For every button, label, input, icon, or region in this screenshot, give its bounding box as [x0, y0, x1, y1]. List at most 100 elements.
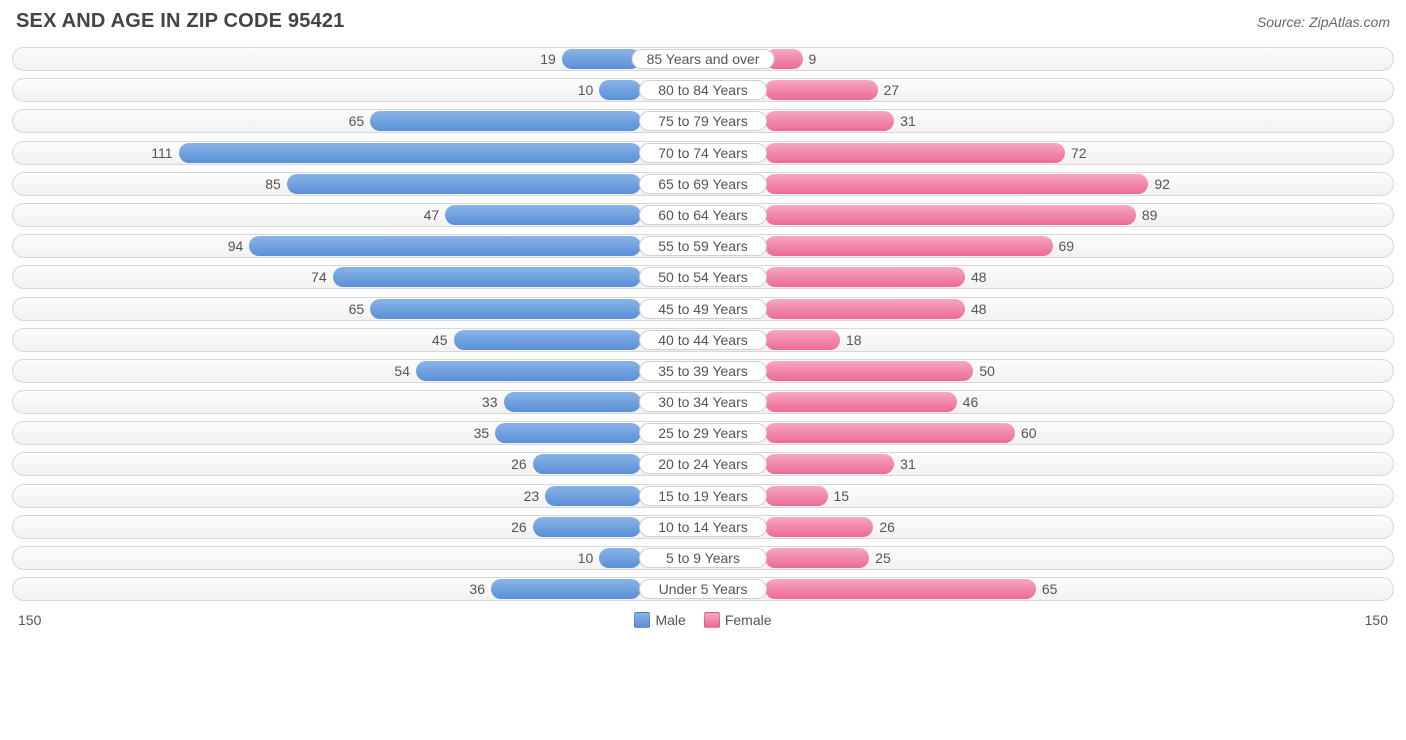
- female-bar: [765, 361, 973, 381]
- chart-row: 36 65 Under 5 Years: [12, 577, 1394, 601]
- male-value-label: 111: [145, 145, 178, 161]
- chart-row: 654845 to 49 Years: [12, 297, 1394, 321]
- male-half: 10: [16, 548, 641, 568]
- male-value-label: 23: [518, 488, 546, 504]
- legend-item-male: Male: [634, 612, 685, 628]
- category-pill: 30 to 34 Years: [639, 392, 767, 412]
- female-value-label: 15: [828, 488, 856, 504]
- male-value-label: 26: [505, 519, 533, 535]
- female-value-label: 89: [1136, 207, 1164, 223]
- female-half: 31: [765, 111, 1390, 131]
- female-bar: [765, 267, 965, 287]
- chart-row: 23 15 15 to 19 Years: [12, 484, 1394, 508]
- male-bar: [533, 454, 641, 474]
- male-bar: [179, 143, 642, 163]
- chart-rows: 19985 Years and over 10 27 80 to 84 Years 65…: [12, 47, 1394, 601]
- category-pill: 75 to 79 Years: [639, 111, 767, 131]
- chart-row: 859265 to 69 Years: [12, 172, 1394, 196]
- female-value-label: 31: [894, 456, 922, 472]
- male-bar: [599, 80, 641, 100]
- male-value-label: 45: [426, 332, 454, 348]
- female-bar: [765, 454, 894, 474]
- male-bar: [491, 579, 641, 599]
- male-half: 26: [16, 517, 641, 537]
- female-value-label: 31: [894, 113, 922, 129]
- male-value-label: 94: [222, 238, 250, 254]
- female-half: 69: [765, 236, 1390, 256]
- female-value-label: 26: [873, 519, 901, 535]
- female-half: 48: [765, 267, 1390, 287]
- male-value-label: 10: [572, 550, 600, 566]
- male-value-label: 36: [463, 581, 491, 597]
- female-half: 48: [765, 299, 1390, 319]
- male-value-label: 26: [505, 456, 533, 472]
- chart-row: 45 18 40 to 44 Years: [12, 328, 1394, 352]
- male-value-label: 65: [343, 301, 371, 317]
- female-value-label: 65: [1036, 581, 1064, 597]
- female-value-label: 50: [973, 363, 1001, 379]
- male-bar: [504, 392, 642, 412]
- male-value-label: 65: [343, 113, 371, 129]
- female-bar: [765, 517, 873, 537]
- male-bar: [495, 423, 641, 443]
- category-pill: 25 to 29 Years: [639, 423, 767, 443]
- female-half: 27: [765, 80, 1390, 100]
- female-value-label: 25: [869, 550, 897, 566]
- category-pill: 50 to 54 Years: [639, 267, 767, 287]
- male-half: 36: [16, 579, 641, 599]
- male-bar: [562, 49, 641, 69]
- male-value-label: 47: [418, 207, 446, 223]
- female-value-label: 60: [1015, 425, 1043, 441]
- category-pill: Under 5 Years: [639, 579, 767, 599]
- female-value-label: 18: [840, 332, 868, 348]
- female-half: 60: [765, 423, 1390, 443]
- legend-label-female: Female: [725, 612, 772, 628]
- female-value-label: 27: [878, 82, 906, 98]
- female-value-label: 48: [965, 269, 993, 285]
- male-half: 45: [16, 330, 641, 350]
- legend-label-male: Male: [655, 612, 685, 628]
- male-bar: [599, 548, 641, 568]
- female-bar: [765, 299, 965, 319]
- chart-row: 545035 to 39 Years: [12, 359, 1394, 383]
- male-half: 26: [16, 454, 641, 474]
- female-half: 15: [765, 486, 1390, 506]
- female-bar: [765, 548, 869, 568]
- category-pill: 80 to 84 Years: [639, 80, 767, 100]
- male-half: 111: [16, 143, 641, 163]
- category-pill: 40 to 44 Years: [639, 330, 767, 350]
- male-bar: [370, 299, 641, 319]
- chart-row: 19985 Years and over: [12, 47, 1394, 71]
- male-bar: [249, 236, 641, 256]
- male-bar: [416, 361, 641, 381]
- chart-row: 26 26 10 to 14 Years: [12, 515, 1394, 539]
- female-half: 65: [765, 579, 1390, 599]
- female-bar: [765, 579, 1036, 599]
- male-value-label: 85: [259, 176, 287, 192]
- male-value-label: 10: [572, 82, 600, 98]
- female-bar: [765, 205, 1136, 225]
- category-pill: 5 to 9 Years: [639, 548, 767, 568]
- male-half: 94: [16, 236, 641, 256]
- chart-row: 65 31 75 to 79 Years: [12, 109, 1394, 133]
- male-value-label: 33: [476, 394, 504, 410]
- category-pill: 15 to 19 Years: [639, 486, 767, 506]
- category-pill: 70 to 74 Years: [639, 143, 767, 163]
- female-half: 50: [765, 361, 1390, 381]
- female-half: 46: [765, 392, 1390, 412]
- category-pill: 10 to 14 Years: [639, 517, 767, 537]
- male-bar: [333, 267, 641, 287]
- female-half: 26: [765, 517, 1390, 537]
- male-half: 74: [16, 267, 641, 287]
- female-value-label: 92: [1148, 176, 1176, 192]
- chart-row: 356025 to 29 Years: [12, 421, 1394, 445]
- male-bar: [545, 486, 641, 506]
- male-bar: [287, 174, 641, 194]
- male-half: 33: [16, 392, 641, 412]
- chart-row: 33 4630 to 34 Years: [12, 390, 1394, 414]
- axis-max-right: 150: [1365, 612, 1388, 628]
- chart-row: 946955 to 59 Years: [12, 234, 1394, 258]
- category-pill: 85 Years and over: [632, 49, 775, 69]
- chart-row: 10 25 5 to 9 Years: [12, 546, 1394, 570]
- female-half: 18: [765, 330, 1390, 350]
